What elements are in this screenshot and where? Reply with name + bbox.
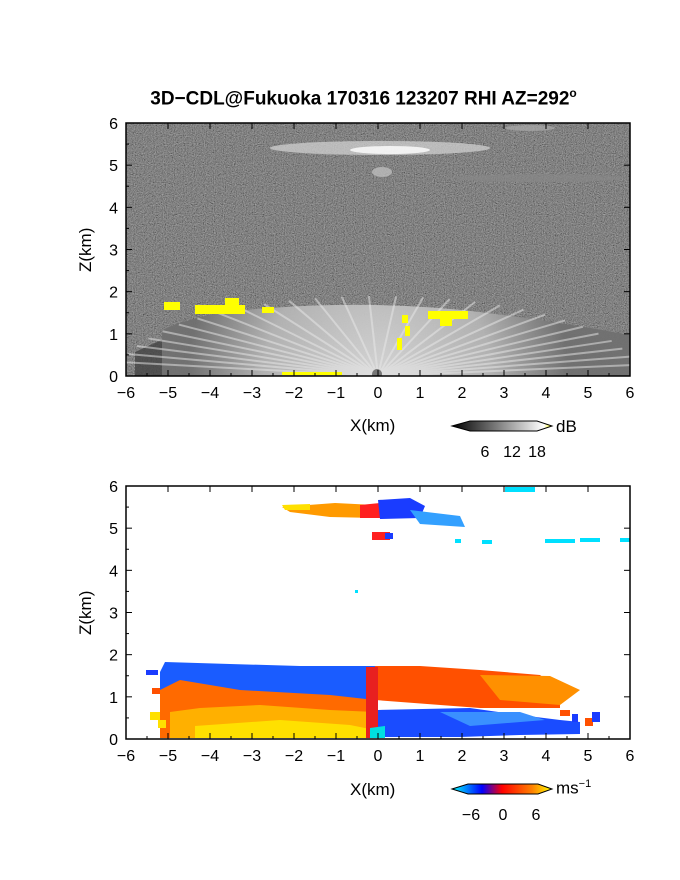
y-tick-label: 2	[109, 648, 118, 665]
x-tick-label: −2	[285, 385, 303, 402]
x-tick-label: −5	[159, 748, 177, 765]
y-tick-label: 5	[109, 158, 118, 175]
scan-ray	[162, 330, 379, 376]
scan-ray	[340, 296, 379, 376]
chart-title: 3D−CDL@Fukuoka 170316 123207 RHI AZ=292o	[150, 86, 577, 110]
y-tick-label: 4	[109, 200, 118, 217]
x-tick-label: 0	[374, 385, 383, 402]
scan-ray	[377, 296, 425, 376]
scan-ray	[377, 313, 546, 376]
y-tick-label: 4	[109, 563, 118, 580]
x-tick-label: −4	[201, 385, 219, 402]
scan-ray	[263, 303, 379, 376]
x-tick-label: −2	[285, 748, 303, 765]
scan-ray	[217, 312, 379, 376]
scan-ray	[178, 323, 379, 376]
velocity-image	[126, 486, 630, 739]
x-tick-label: 4	[542, 385, 551, 402]
scan-ray	[377, 319, 566, 376]
x-tick-label: −3	[243, 748, 261, 765]
x-tick-label: −4	[201, 748, 219, 765]
backscatter-ylabel: Z(km)	[76, 227, 95, 272]
colorbar-tick-label: −6	[462, 807, 480, 824]
x-tick-label: −1	[327, 385, 345, 402]
colorbar-tick-label: 0	[499, 807, 508, 824]
x-tick-label: 5	[584, 748, 593, 765]
scan-ray	[377, 308, 524, 376]
colorbar-tick-label: 6	[481, 444, 490, 461]
x-tick-label: 3	[500, 748, 509, 765]
x-tick-label: 6	[626, 385, 635, 402]
x-tick-label: 5	[584, 385, 593, 402]
backscatter-image	[126, 123, 630, 376]
velocity-colorbar: −6 0 6	[450, 783, 554, 824]
x-tick-label: 1	[416, 748, 425, 765]
colorbar-tick-label: 12	[503, 444, 521, 461]
x-tick-label: 0	[374, 748, 383, 765]
scan-ray	[377, 332, 599, 376]
x-tick-label: 2	[458, 385, 467, 402]
backscatter-colorbar-unit: dB	[556, 417, 577, 436]
y-tick-label: 1	[109, 690, 118, 707]
scan-ray	[239, 307, 379, 376]
velocity-axes: −6 −5 −4 −3 −2 −1 0 1 2 3 4 5 6 0 1 2 3 4 5 6	[109, 479, 634, 765]
y-tick-label: 1	[109, 327, 118, 344]
scan-ray	[148, 337, 379, 376]
scan-ray	[367, 295, 379, 376]
x-tick-label: −6	[117, 748, 135, 765]
x-tick-label: −1	[327, 748, 345, 765]
backscatter-colorbar: 6 12 18	[450, 420, 554, 461]
x-tick-label: −3	[243, 385, 261, 402]
scan-ray	[377, 325, 584, 376]
x-tick-label: 6	[626, 748, 635, 765]
colorbar-tick-label: 6	[532, 807, 541, 824]
y-tick-label: 3	[109, 243, 118, 260]
y-tick-label: 5	[109, 521, 118, 538]
scan-ray	[288, 300, 379, 376]
velocity-xlabel: X(km)	[350, 780, 396, 799]
x-tick-label: 3	[500, 385, 509, 402]
colorbar-tick-label: 18	[528, 444, 546, 461]
x-tick-label: 4	[542, 748, 551, 765]
backscatter-xlabel: X(km)	[350, 416, 396, 435]
x-tick-label: 1	[416, 385, 425, 402]
scan-ray	[377, 339, 612, 376]
velocity-ylabel: Z(km)	[76, 590, 95, 635]
scan-ray	[377, 295, 398, 376]
y-tick-label: 0	[109, 732, 118, 749]
y-tick-label: 6	[109, 479, 118, 496]
velocity-colorbar-unit: ms−1	[556, 778, 592, 798]
backscatter-axes: −6 −5 −4 −3 −2 −1 0 1 2 3 4 5 6 0 1 2 3 4 5 6	[109, 116, 634, 402]
scan-ray	[377, 364, 630, 376]
scan-ray	[136, 345, 379, 376]
scan-ray	[377, 304, 501, 376]
scan-ray	[314, 297, 379, 376]
y-tick-label: 0	[109, 369, 118, 386]
x-tick-label: 2	[458, 748, 467, 765]
y-tick-label: 2	[109, 285, 118, 302]
x-tick-label: −6	[117, 385, 135, 402]
y-tick-label: 6	[109, 116, 118, 133]
scan-ray	[197, 317, 379, 376]
scan-ray	[377, 347, 623, 376]
y-tick-label: 3	[109, 606, 118, 623]
x-tick-label: −5	[159, 385, 177, 402]
